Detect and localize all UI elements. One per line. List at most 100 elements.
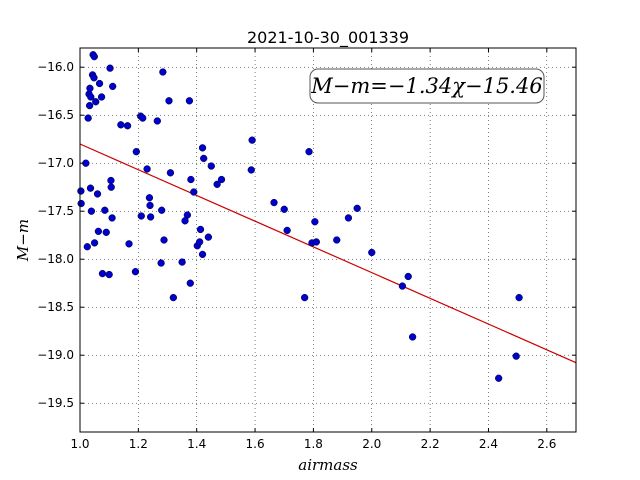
data-point (187, 175, 195, 184)
data-point (86, 84, 94, 92)
data-point (93, 190, 102, 198)
data-point (200, 154, 208, 163)
data-point (117, 121, 125, 129)
data-point (94, 227, 103, 236)
data-point (344, 214, 353, 222)
data-point (217, 175, 226, 184)
data-point (90, 52, 98, 61)
data-point (159, 68, 167, 76)
data-point (204, 233, 213, 241)
data-point (207, 162, 215, 170)
fit-line (79, 143, 577, 364)
data-point (92, 98, 100, 106)
data-point (102, 228, 110, 236)
y-tick-label: −19.5 (37, 396, 74, 410)
ticks-layer: 1.0 1.2 1.4 1.6 1.8 2.0 2.2 2.4 2.6 −16.0 −16.5 −17… (37, 48, 576, 451)
data-point (196, 225, 205, 234)
data-point (158, 206, 166, 214)
data-point (301, 293, 309, 302)
data-point (85, 101, 94, 110)
y-tick-label: −16.0 (37, 60, 74, 74)
x-tick-label: 2.4 (479, 437, 498, 451)
x-tick-label: 2.2 (421, 437, 440, 451)
data-point (160, 236, 168, 244)
data-point (353, 204, 361, 212)
data-point (90, 239, 99, 247)
data-point (123, 122, 132, 130)
chart-title: 2021-10-30_001339 (247, 28, 409, 48)
data-point (495, 374, 503, 382)
data-point (183, 211, 192, 219)
data-point (270, 198, 278, 207)
x-tick-label: 2.0 (362, 437, 381, 451)
data-point (145, 194, 154, 202)
data-point (165, 97, 173, 105)
data-point (146, 201, 154, 210)
plot-frame (79, 47, 577, 433)
data-point (198, 250, 207, 259)
data-point (398, 282, 407, 290)
x-tick-label: 1.6 (246, 437, 265, 451)
data-point (280, 205, 288, 213)
data-point (143, 165, 151, 173)
y-axis-label: M−m (14, 219, 32, 262)
data-point (107, 176, 115, 185)
data-point (105, 270, 113, 279)
data-point (311, 218, 319, 226)
data-point (109, 82, 117, 91)
data-point (283, 226, 291, 235)
data-point (86, 184, 95, 192)
data-point (333, 236, 341, 244)
fit-annotation-box (309, 68, 545, 104)
data-point (247, 166, 255, 174)
data-point (198, 144, 207, 152)
data-point (512, 352, 520, 360)
data-point (95, 79, 104, 88)
y-tick-label: −18.5 (37, 300, 74, 314)
data-point (97, 93, 106, 101)
data-point (186, 279, 194, 287)
data-point (87, 207, 96, 215)
x-tick-label: 1.2 (129, 437, 148, 451)
data-point (146, 213, 155, 221)
y-tick-label: −17.0 (37, 156, 74, 170)
data-point (132, 148, 140, 156)
data-point (77, 187, 85, 195)
x-tick-label: 2.6 (537, 437, 556, 451)
data-point (108, 214, 116, 222)
y-tick-label: −16.5 (37, 108, 74, 122)
data-point (213, 180, 221, 188)
data-point (131, 268, 140, 276)
data-point (77, 199, 85, 208)
data-point (178, 258, 186, 266)
data-point (137, 212, 145, 220)
data-point (84, 114, 92, 122)
data-point (139, 114, 147, 122)
data-point (125, 240, 133, 248)
x-axis-label: airmass (298, 456, 358, 474)
data-point (106, 64, 114, 72)
data-point (153, 117, 161, 125)
fit-annotation-text: M−m=−1.34χ−15.46 (310, 74, 542, 98)
data-point (83, 243, 91, 251)
data-point (101, 206, 109, 214)
data-point (515, 293, 523, 302)
y-tick-label: −19.0 (37, 348, 74, 362)
x-tick-label: 1.4 (187, 437, 206, 451)
data-point (166, 169, 175, 177)
data-point (408, 333, 417, 341)
data-point (312, 238, 320, 246)
data-point (185, 97, 194, 105)
y-tick-label: −17.5 (37, 204, 74, 218)
y-tick-label: −18.0 (37, 252, 74, 266)
fit-annotation: M−m=−1.34χ−15.46 (309, 68, 545, 104)
data-point (90, 74, 98, 82)
fit-layer (79, 143, 577, 364)
data-point (157, 259, 165, 267)
data-point (404, 272, 412, 281)
data-point (169, 293, 178, 302)
data-point (87, 93, 95, 101)
points-layer (77, 51, 523, 382)
